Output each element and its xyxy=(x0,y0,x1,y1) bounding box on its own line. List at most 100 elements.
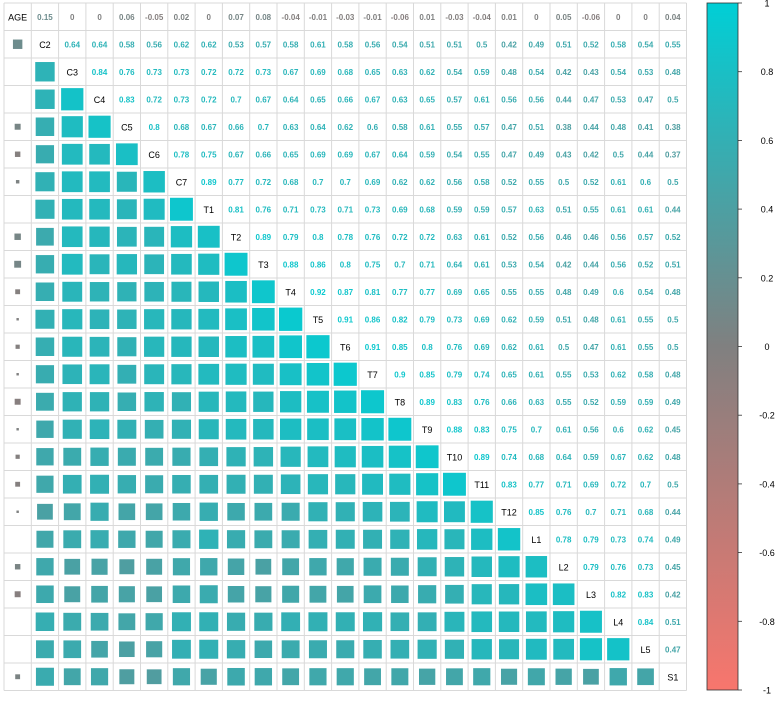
correlation-square xyxy=(64,586,81,603)
correlation-square xyxy=(144,392,164,412)
correlation-square xyxy=(118,503,136,521)
correlation-value: 0.48 xyxy=(665,370,681,379)
correlation-square xyxy=(417,639,437,659)
correlation-value: 0.44 xyxy=(638,150,654,159)
correlation-value: 0 xyxy=(207,13,212,22)
correlation-value: 0.62 xyxy=(501,343,517,352)
correlation-square xyxy=(280,474,301,495)
correlation-square xyxy=(199,529,219,549)
correlation-value: 0.7 xyxy=(531,425,543,434)
correlation-square xyxy=(361,390,385,414)
correlation-square xyxy=(63,640,82,659)
correlation-square xyxy=(144,364,165,385)
correlation-value: 0.58 xyxy=(283,40,299,49)
variable-label: C7 xyxy=(176,177,188,187)
correlation-value: 0.75 xyxy=(501,425,517,434)
correlation-square xyxy=(281,502,300,521)
correlation-value: 0.75 xyxy=(365,260,381,269)
correlation-value: 0.7 xyxy=(640,480,652,489)
correlation-square xyxy=(308,612,328,632)
correlation-square xyxy=(91,585,108,603)
correlation-square xyxy=(390,557,409,576)
correlation-square xyxy=(363,585,382,604)
correlation-value: 0.46 xyxy=(583,233,599,242)
correlation-square xyxy=(62,336,83,357)
correlation-square xyxy=(470,500,493,523)
correlation-value: 0.86 xyxy=(310,260,326,269)
correlation-square xyxy=(89,419,110,440)
correlation-square xyxy=(118,613,136,631)
correlation-value: 0.67 xyxy=(365,150,381,159)
correlation-value: 0.71 xyxy=(283,205,299,214)
correlation-value: 0.65 xyxy=(501,370,517,379)
correlation-value: 0.66 xyxy=(501,398,517,407)
correlation-square xyxy=(417,557,437,577)
correlation-value: 0.63 xyxy=(283,123,299,132)
correlation-square xyxy=(555,668,572,685)
correlation-value: 0.71 xyxy=(419,260,435,269)
correlation-value: 0.51 xyxy=(529,123,545,132)
correlation-value: 0.71 xyxy=(610,508,626,517)
correlation-square xyxy=(88,115,111,138)
correlation-value: 0.74 xyxy=(501,453,517,462)
correlation-square xyxy=(89,171,110,193)
correlation-value: 0.83 xyxy=(501,480,517,489)
correlation-value: 0.55 xyxy=(665,40,681,49)
correlation-value: 0.7 xyxy=(258,123,270,132)
correlation-value: 0.58 xyxy=(337,40,353,49)
correlation-value: 0.73 xyxy=(638,563,654,572)
correlation-value: 0.48 xyxy=(501,68,517,77)
correlation-square xyxy=(143,171,165,193)
correlation-value: 0.62 xyxy=(174,40,190,49)
correlation-square xyxy=(199,447,219,467)
correlation-square xyxy=(90,612,109,631)
correlation-square xyxy=(254,530,273,549)
correlation-square xyxy=(498,556,520,578)
correlation-value: 0.79 xyxy=(283,233,299,242)
correlation-square xyxy=(62,281,83,302)
correlation-square xyxy=(35,337,55,357)
correlation-square xyxy=(35,667,54,686)
correlation-square xyxy=(309,558,327,576)
correlation-value: 0.9 xyxy=(394,370,406,379)
correlation-value: 0.57 xyxy=(638,233,654,242)
correlation-square xyxy=(226,530,246,549)
correlation-value: 0.83 xyxy=(119,95,135,104)
correlation-value: 0.58 xyxy=(119,40,135,49)
correlation-square xyxy=(91,558,108,575)
correlation-value: 0.86 xyxy=(365,315,381,324)
correlation-value: 0.51 xyxy=(665,260,681,269)
correlation-value: 0.54 xyxy=(447,150,463,159)
correlation-value: 0.69 xyxy=(392,205,408,214)
correlation-square xyxy=(61,171,83,193)
correlation-square xyxy=(279,363,302,386)
correlation-value: 0.61 xyxy=(529,343,545,352)
correlation-value: 0.56 xyxy=(610,233,626,242)
correlation-value: 0.44 xyxy=(556,95,572,104)
correlation-square xyxy=(90,447,109,466)
correlation-square xyxy=(90,668,109,686)
correlation-square xyxy=(253,474,273,494)
correlation-square xyxy=(309,668,327,686)
correlation-square xyxy=(63,612,82,631)
correlation-square xyxy=(471,528,493,550)
correlation-square xyxy=(35,365,55,384)
colorbar-tick-label: -1 xyxy=(763,686,771,696)
correlation-square xyxy=(609,668,627,686)
correlation-value: 0.51 xyxy=(556,40,572,49)
correlation-value: 0.72 xyxy=(201,95,217,104)
correlation-value: 0.69 xyxy=(583,480,599,489)
correlation-value: 0.51 xyxy=(556,315,572,324)
correlation-value: 0.56 xyxy=(529,95,545,104)
correlation-square xyxy=(199,639,219,659)
correlation-value: 0.61 xyxy=(419,123,435,132)
correlation-value: 0.54 xyxy=(529,260,545,269)
correlation-value: 0.53 xyxy=(583,370,599,379)
correlation-square xyxy=(198,419,219,440)
correlation-square xyxy=(282,558,300,576)
correlation-square xyxy=(172,530,191,549)
correlation-square xyxy=(198,391,219,412)
correlation-value: 0.8 xyxy=(422,343,434,352)
correlation-value: 0.67 xyxy=(201,123,217,132)
correlation-square xyxy=(473,668,491,686)
